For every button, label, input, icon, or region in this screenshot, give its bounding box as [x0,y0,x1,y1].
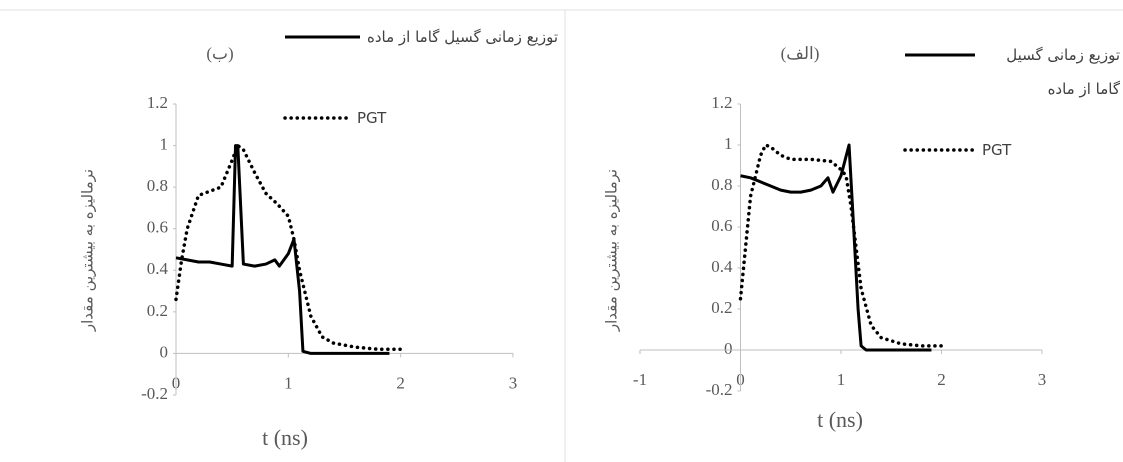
y-axis-title: نرمالیزه به بیشترین مقدار [79,169,97,332]
y-tick-label: 1.2 [711,93,732,112]
y-tick-label: 0.6 [147,218,168,237]
series-line [175,144,390,355]
series-line [740,143,932,352]
chart-title: (ب) [206,44,233,63]
y-tick-label: 0.2 [711,298,732,317]
y-tick-label: 0.4 [147,259,169,278]
x-axis-title: t (ns) [262,425,308,450]
x-tick-label: 2 [937,370,946,389]
y-tick-label: 1 [724,134,733,153]
y-tick-label: -0.2 [141,384,168,403]
y-tick-label: 1 [160,134,169,153]
y-tick-label: 1.2 [147,93,168,112]
series-line [174,142,403,352]
y-tick-label: 0.8 [711,175,732,194]
x-axis-title: t (ns) [817,407,863,432]
y-tick-label: -0.2 [706,380,733,399]
x-tick-label: 3 [509,373,518,392]
y-tick-label: 0 [160,342,169,361]
y-tick-label: 0.6 [711,216,732,235]
x-tick-label: 1 [837,370,846,389]
x-tick-label: 2 [396,373,405,392]
legend-label: PGT [357,109,387,127]
legend-label: PGT [982,141,1012,159]
legend-label: توزیع زمانی گسیل گاما از ماده [367,28,558,46]
x-tick-label: 1 [284,373,293,392]
y-tick-label: 0.2 [147,301,168,320]
chart-title: (الف) [781,44,820,63]
x-tick-label: 3 [1038,370,1047,389]
y-axis-title: نرمالیزه به بیشترین مقدار [603,169,621,332]
x-tick-label: -1 [633,370,647,389]
series-line [738,142,944,348]
y-tick-label: 0.4 [711,257,733,276]
legend-label: توزیع زمانی گسیل گاما از ماده [1006,46,1120,98]
y-tick-label: 0.8 [147,176,168,195]
y-tick-label: 0 [724,339,733,358]
